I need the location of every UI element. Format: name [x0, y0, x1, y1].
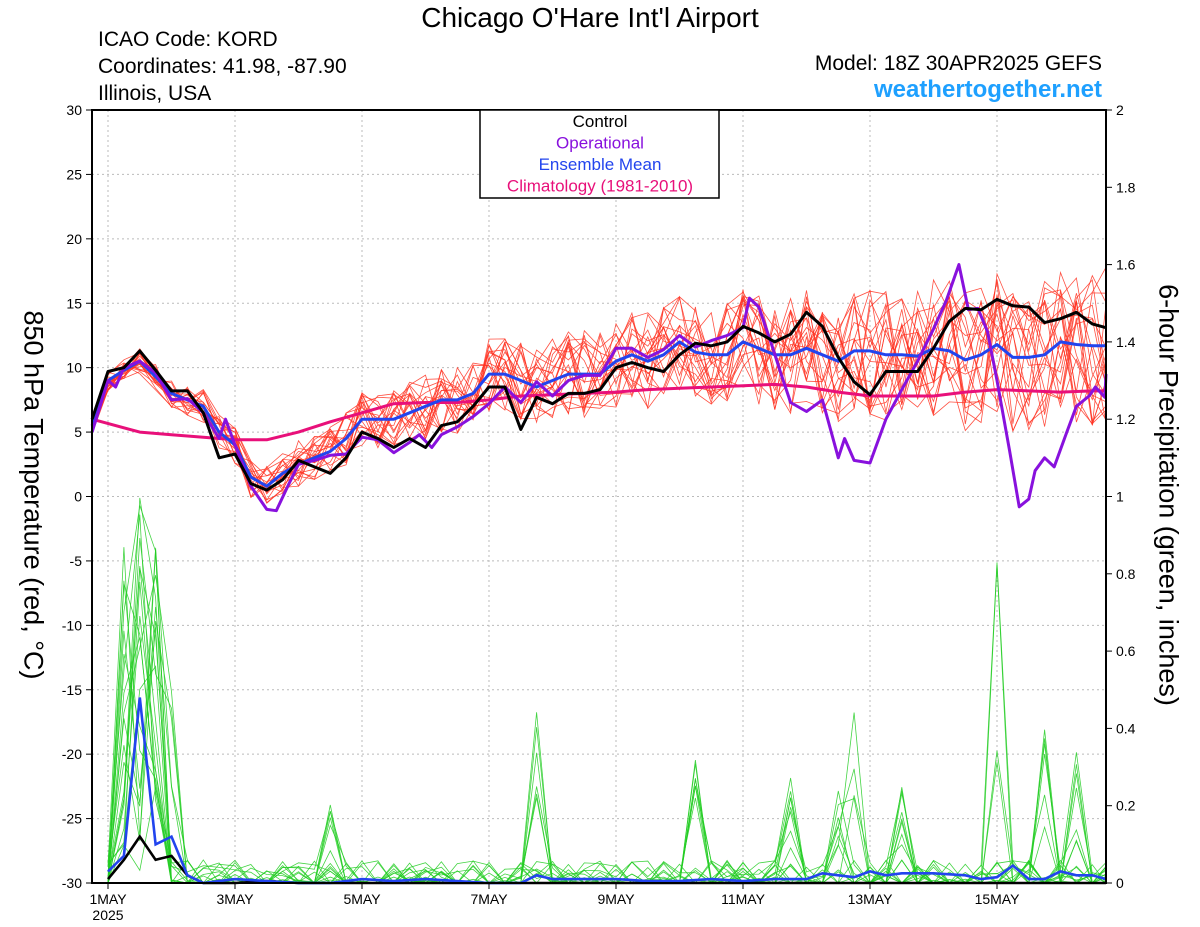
- legend-box: [479, 109, 720, 199]
- axis-ticks: 302520151050-5-10-15-20-25-3021.81.61.41…: [62, 102, 1136, 923]
- precip-member-line: [107, 580, 1107, 884]
- model-run: Model: 18Z 30APR2025 GEFS: [814, 52, 1102, 75]
- x-tick-label: 9MAY: [597, 891, 635, 907]
- x-tick-label: 15MAY: [975, 891, 1021, 907]
- precip-member-line: [107, 568, 1106, 884]
- legend-entry-climatology-1981-2010: Climatology (1981-2010): [507, 177, 693, 196]
- precip-member-line: [107, 566, 1107, 884]
- temperature-line-operational: [90, 263, 1108, 513]
- precip-line-control: [106, 834, 1106, 885]
- y2-tick-label: 0: [1116, 875, 1124, 891]
- x-tick-sublabel: 2025: [92, 907, 123, 923]
- y-tick-label: -25: [62, 811, 82, 827]
- main-series: [90, 263, 1108, 885]
- y-tick-label: 0: [74, 489, 82, 505]
- precip-member-line: [107, 497, 1107, 884]
- y-tick-label: 30: [66, 102, 82, 118]
- y-tick-label: 20: [66, 231, 82, 247]
- x-tick-label: 1MAY: [89, 891, 127, 907]
- precip-member-line: [107, 583, 1107, 884]
- y-tick-label: 5: [74, 424, 82, 440]
- y2-tick-label: 2: [1116, 102, 1124, 118]
- precip-member-line: [107, 665, 1107, 884]
- temperature-member-line: [91, 277, 1107, 487]
- y2-tick-label: 1.2: [1116, 411, 1136, 427]
- temperature-member-line: [91, 295, 1107, 504]
- legend-entry-control: Control: [573, 112, 628, 131]
- precip-member-line: [107, 615, 1107, 884]
- y-tick-label: 10: [66, 360, 82, 376]
- temperature-line-control: [90, 297, 1107, 492]
- legend-entry-operational: Operational: [556, 134, 644, 153]
- precip-member-line: [107, 505, 1106, 884]
- grid-lines: [92, 109, 1106, 884]
- y2-tick-label: 0.2: [1116, 798, 1136, 814]
- precip-member-line: [107, 547, 1106, 885]
- y-tick-label: -15: [62, 682, 82, 698]
- precip-member-line: [107, 627, 1107, 884]
- site-link[interactable]: weathertogether.net: [873, 76, 1102, 103]
- precip-member-line: [107, 537, 1107, 884]
- x-tick-label: 7MAY: [470, 891, 508, 907]
- temperature-member-line: [91, 274, 1107, 499]
- y-tick-label: -10: [62, 617, 82, 633]
- y2-tick-label: 0.4: [1116, 720, 1136, 736]
- x-tick-label: 13MAY: [848, 891, 894, 907]
- y-tick-label: -30: [62, 875, 82, 891]
- y2-tick-label: 1.4: [1116, 334, 1136, 350]
- precip-line-ensemble-mean: [107, 697, 1107, 885]
- x-tick-label: 3MAY: [216, 891, 254, 907]
- legend-entry-ensemble-mean: Ensemble Mean: [539, 155, 662, 174]
- ensemble-members: [91, 267, 1107, 885]
- precip-member-line: [107, 549, 1107, 884]
- precip-member-line: [107, 637, 1107, 884]
- y2-tick-label: 0.6: [1116, 643, 1136, 659]
- precip-member-line: [107, 514, 1107, 884]
- y2-tick-label: 1: [1116, 489, 1124, 505]
- x-tick-label: 11MAY: [721, 891, 765, 907]
- y-tick-label: 25: [66, 166, 82, 182]
- y-tick-label: -5: [70, 553, 83, 569]
- temperature-member-line: [91, 288, 1107, 491]
- precip-member-line: [107, 654, 1107, 884]
- precip-member-line: [107, 547, 1107, 884]
- temperature-member-line: [91, 289, 1107, 490]
- precip-member-line: [107, 581, 1106, 884]
- x-tick-label: 5MAY: [343, 891, 381, 907]
- y2-tick-label: 1.8: [1116, 179, 1136, 195]
- y2-tick-label: 0.8: [1116, 566, 1136, 582]
- y2-tick-label: 1.6: [1116, 257, 1136, 273]
- temperature-line-climatology-1981-2010: [91, 382, 1106, 442]
- precip-member-line: [107, 575, 1106, 884]
- y-tick-label: 15: [66, 295, 82, 311]
- chart-title: Chicago O'Hare Int'l Airport: [421, 2, 759, 33]
- precip-member-line: [107, 564, 1106, 885]
- precip-member-line: [107, 562, 1107, 884]
- icao-code: ICAO Code: KORD: [98, 28, 278, 51]
- y-tick-label: -20: [62, 746, 82, 762]
- legend: Control Operational Ensemble Mean Climatolo…: [479, 109, 720, 199]
- region: Illinois, USA: [98, 82, 212, 105]
- coordinates: Coordinates: 41.98, -87.90: [98, 55, 347, 78]
